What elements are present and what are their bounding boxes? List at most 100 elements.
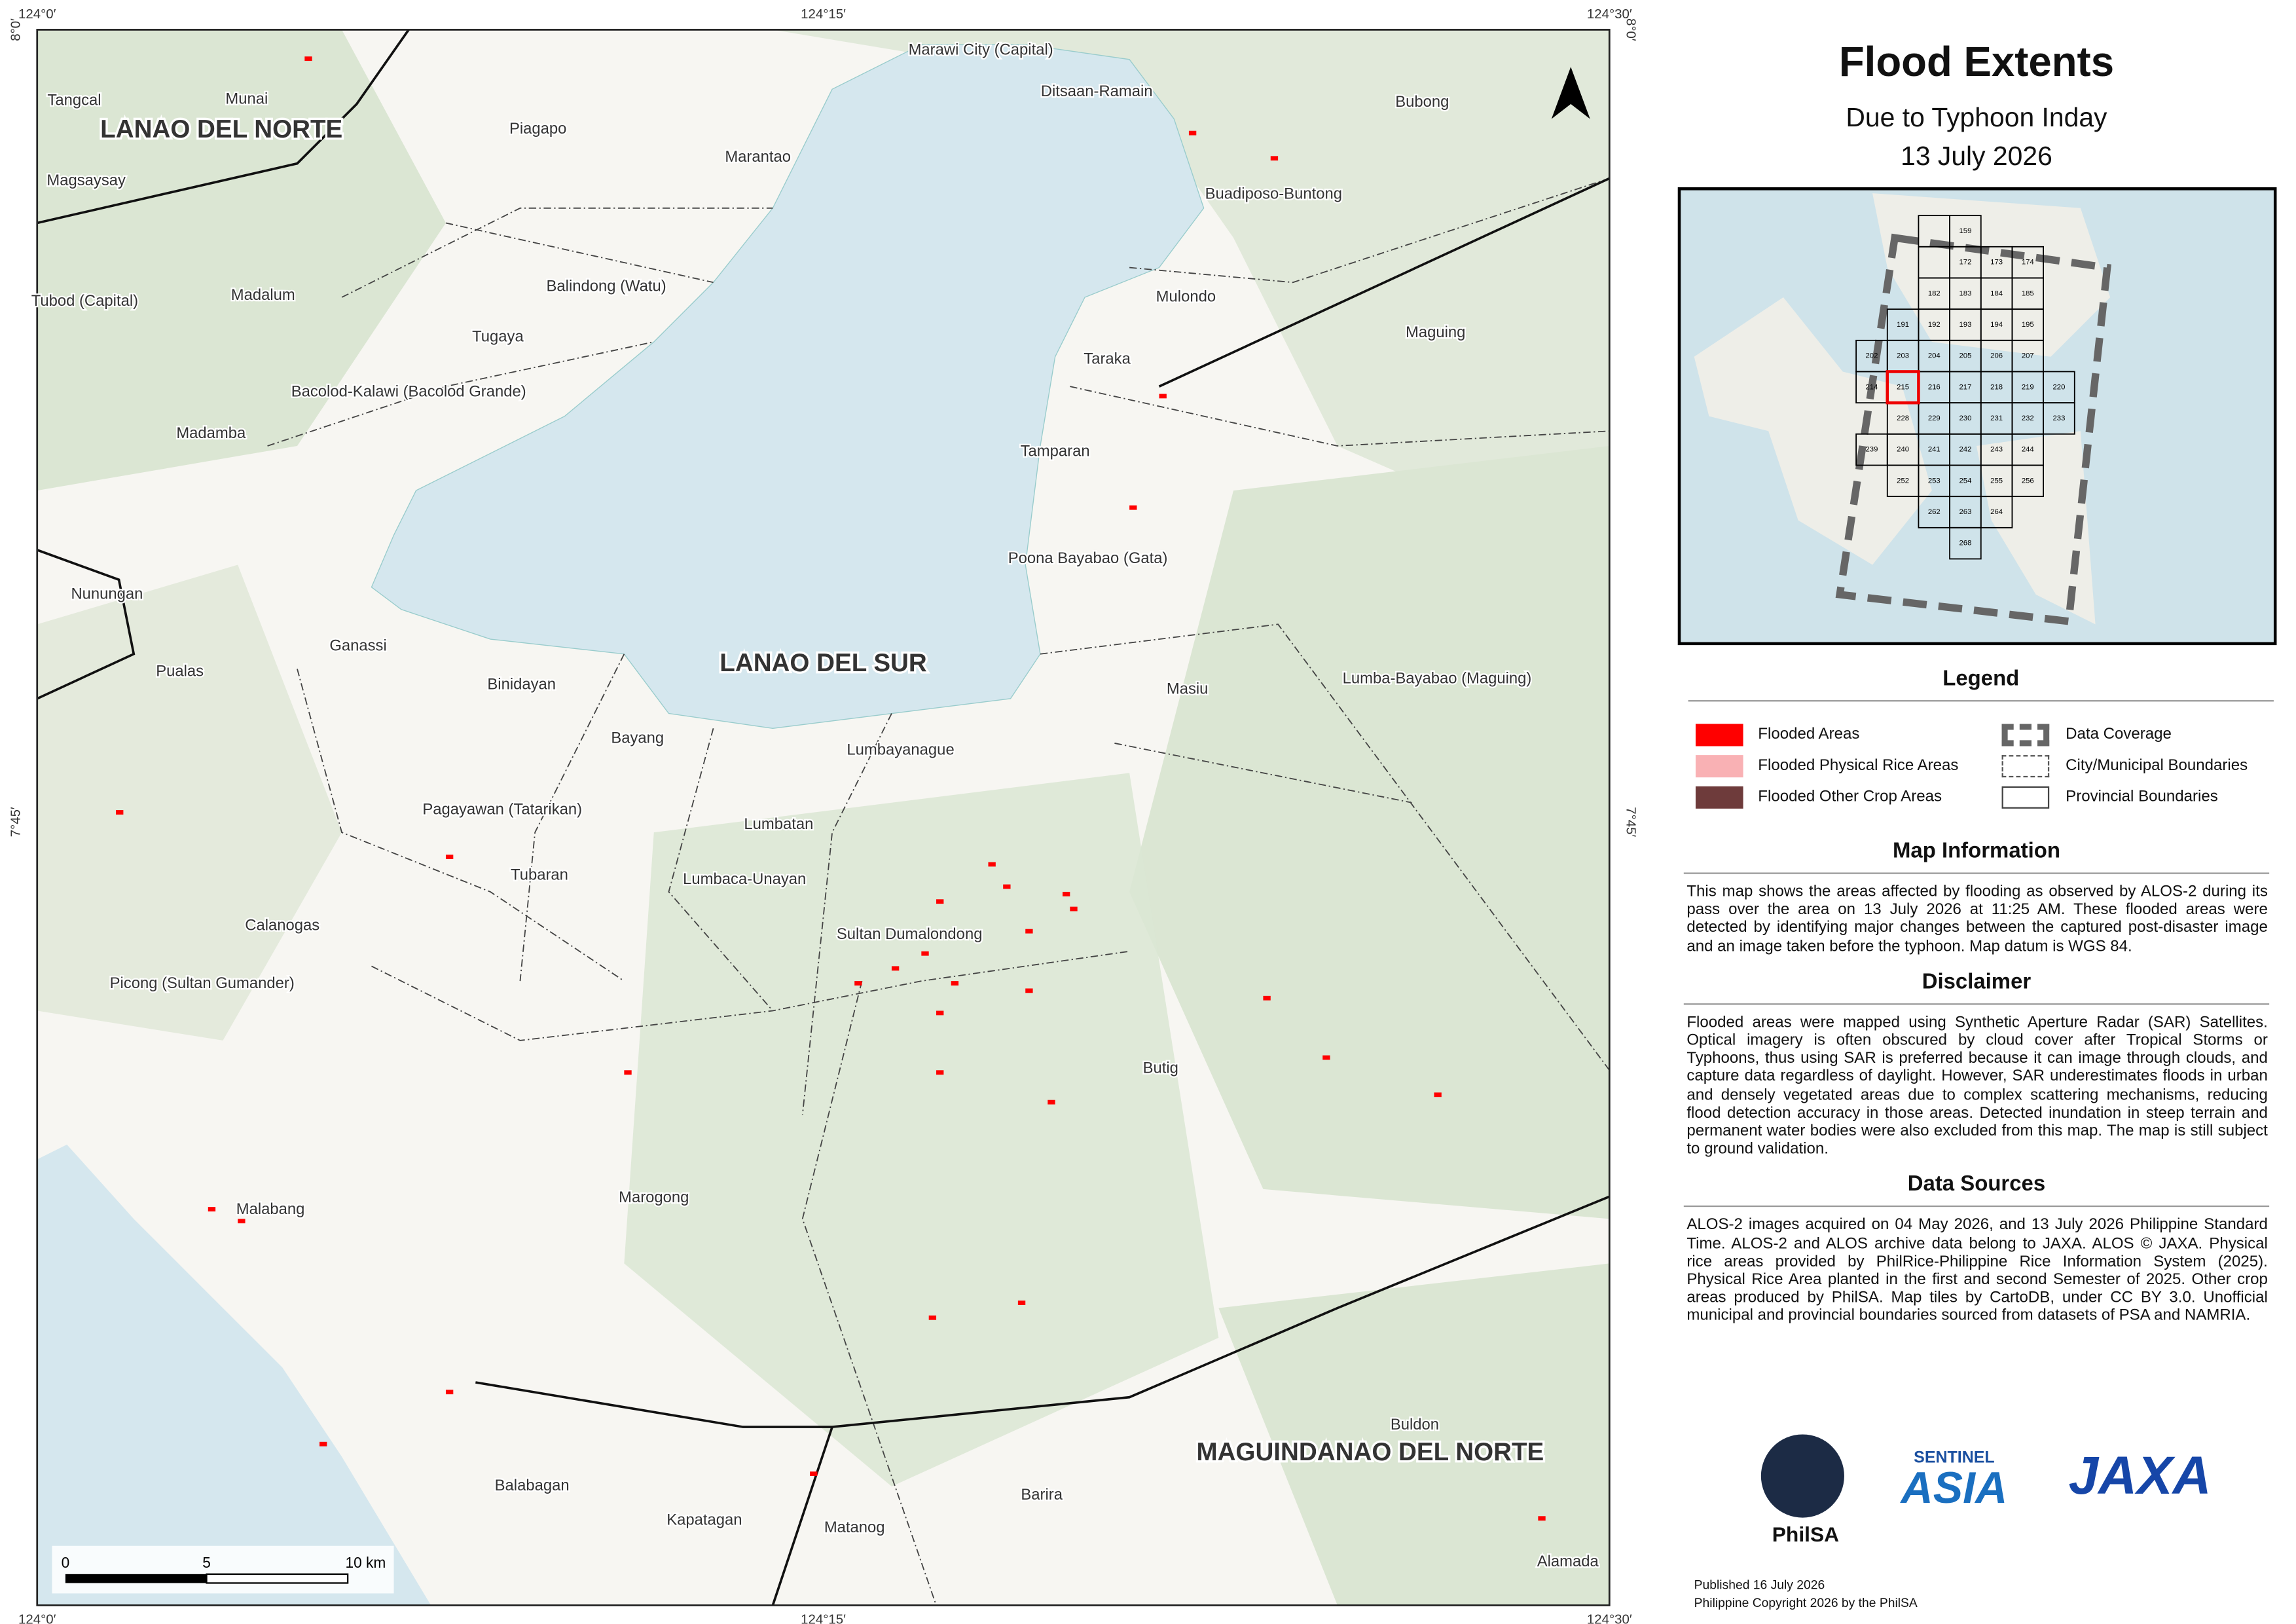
- inset-coverage: [1835, 233, 2111, 626]
- tile-label: 242: [1959, 446, 1971, 454]
- lake: [371, 44, 1205, 729]
- place-label: Maguing: [1406, 323, 1465, 341]
- coordinate-label: 124°0′: [18, 1613, 56, 1624]
- subtitle: Due to Typhoon Inday: [1846, 102, 2107, 133]
- tile-label: 228: [1897, 415, 1909, 422]
- place-label: Taraka: [1084, 350, 1131, 368]
- legend-label: Flooded Areas: [1758, 725, 1860, 743]
- place-label: Tamparan: [1021, 442, 1090, 460]
- tile-label: 255: [1990, 477, 2003, 485]
- flood-patch: [891, 966, 900, 971]
- coordinate-label: 124°15′: [801, 7, 846, 22]
- section-text: Flooded areas were mapped using Syntheti…: [1686, 1013, 2268, 1158]
- tile-label: 262: [1928, 508, 1941, 516]
- place-label: Alamada: [1537, 1553, 1599, 1570]
- tile-label: 239: [1865, 446, 1878, 454]
- tile-label: 185: [2022, 289, 2034, 297]
- flood-patch: [208, 1207, 216, 1211]
- flood-patch: [1062, 891, 1070, 896]
- flood-patch: [1048, 1099, 1055, 1105]
- tile-label: 264: [1990, 508, 2003, 516]
- place-label: Tubaran: [511, 866, 568, 883]
- logo-text: JAXA: [2068, 1445, 2212, 1506]
- flood-patch: [936, 899, 944, 904]
- tile-highlight: [1886, 370, 1920, 405]
- flood-patch: [1025, 929, 1033, 934]
- flood-patch: [1263, 995, 1271, 1001]
- legend-title: Legend: [1688, 667, 2274, 702]
- province-label: LANAO DEL SUR: [720, 649, 927, 677]
- tile-label: 195: [2022, 321, 2034, 329]
- legend-label: Data Coverage: [2066, 725, 2172, 743]
- tile-label: 182: [1928, 289, 1941, 297]
- section-heading: Disclaimer: [1683, 970, 2270, 1005]
- tile-label: 191: [1897, 321, 1909, 329]
- flood-patch: [1003, 884, 1011, 889]
- legend-label: Provincial Boundaries: [2066, 788, 2218, 806]
- legend-label: Flooded Physical Rice Areas: [1758, 756, 1959, 775]
- scale-bar: [65, 1574, 207, 1583]
- tile-label: 244: [2022, 446, 2034, 454]
- flood-patch: [921, 951, 929, 956]
- place-label: Lumbayanague: [847, 741, 954, 759]
- sections: Map Information This map shows the areas …: [1679, 840, 2274, 1325]
- place-label: Lumba-Bayabao (Maguing): [1343, 670, 1532, 688]
- logo-text: ASIA: [1901, 1464, 2008, 1513]
- inset-tiles: 159 172 173 174 182 183 184 185 191 192 193 194 195 2…: [1855, 215, 2075, 560]
- legend-label: Flooded Other Crop Areas: [1758, 788, 1942, 806]
- tile-label: 219: [2022, 383, 2034, 391]
- tile-label: 205: [1959, 352, 1971, 360]
- place-label: Butig: [1143, 1059, 1178, 1077]
- logo-text: SENTINEL: [1914, 1449, 1995, 1467]
- flood-patch: [936, 1070, 944, 1075]
- tile-label: 252: [1897, 477, 1909, 485]
- date: 13 July 2026: [1901, 141, 2052, 172]
- tile-label: 229: [1928, 415, 1941, 422]
- tile-label: 230: [1959, 415, 1971, 422]
- place-label: Piagapo: [509, 120, 566, 138]
- tile-label: 218: [1990, 383, 2003, 391]
- flood-patch: [624, 1070, 632, 1075]
- tile-label: 232: [2022, 415, 2034, 422]
- legend-swatch: [2001, 755, 2050, 778]
- place-label: Magsaysay: [46, 172, 126, 189]
- title: Flood Extents: [1838, 39, 2115, 85]
- place-label: Nunungan: [71, 585, 143, 602]
- flood-areas: [116, 56, 1546, 1521]
- place-label: Lumbaca-Unayan: [683, 870, 806, 888]
- place-label: Ditsaan-Ramain: [1041, 83, 1153, 100]
- place-label: Picong (Sultan Gumander): [110, 974, 295, 992]
- place-label: Calanogas: [245, 916, 319, 934]
- coordinate-label: 7°45′: [1624, 807, 1638, 837]
- legend-swatch: [1695, 755, 1743, 778]
- provincial-boundaries: [36, 29, 1611, 1606]
- coordinate-label: 124°30′: [1587, 1613, 1632, 1624]
- scale-label: 10 km: [345, 1554, 386, 1571]
- sea: [37, 1144, 431, 1606]
- tile-label: 194: [1990, 321, 2003, 329]
- section-heading: Map Information: [1683, 840, 2270, 874]
- tile-label: 214: [1865, 383, 1878, 391]
- place-label: Madamba: [176, 424, 246, 442]
- tile: [2043, 402, 2075, 435]
- tile-label: 192: [1928, 321, 1941, 329]
- tile-label: 174: [2022, 259, 2034, 267]
- coordinate-label: 8°0′: [1624, 18, 1638, 41]
- tile-label: 220: [2052, 383, 2065, 391]
- tile-label: 204: [1928, 352, 1941, 360]
- flood-patch: [1434, 1092, 1442, 1098]
- inset-land: [1694, 193, 2111, 625]
- tile-label: 206: [1990, 352, 2003, 360]
- tile-label: 172: [1959, 259, 1971, 267]
- scale-label: 0: [62, 1554, 70, 1571]
- flood-patch: [810, 1471, 818, 1477]
- flood-patch: [1322, 1055, 1330, 1060]
- province-label: LANAO DEL NORTE: [100, 115, 342, 143]
- flood-patch: [854, 981, 862, 986]
- place-label: Balabagan: [495, 1477, 570, 1494]
- place-label: Buldon: [1391, 1416, 1439, 1433]
- vegetation: [37, 29, 1610, 1606]
